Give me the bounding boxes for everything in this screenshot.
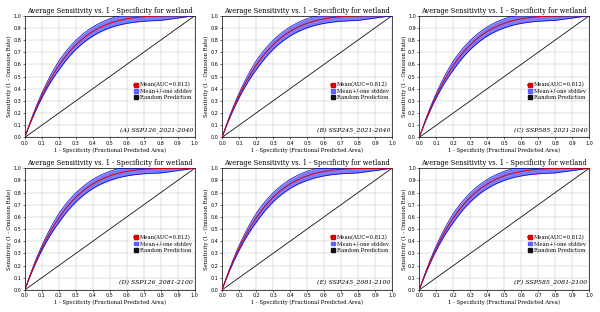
Text: (C) SSP585_2021-2040: (C) SSP585_2021-2040 bbox=[514, 127, 587, 133]
Title: Average Sensitivity vs. 1 - Specificity for wetland: Average Sensitivity vs. 1 - Specificity … bbox=[224, 159, 390, 168]
X-axis label: 1 - Specificity (Fractional Predicted Area): 1 - Specificity (Fractional Predicted Ar… bbox=[448, 147, 560, 153]
X-axis label: 1 - Specificity (Fractional Predicted Area): 1 - Specificity (Fractional Predicted Ar… bbox=[54, 300, 166, 305]
Y-axis label: Sensitivity (1 - Omission Rate): Sensitivity (1 - Omission Rate) bbox=[7, 188, 12, 270]
X-axis label: 1 - Specificity (Fractional Predicted Area): 1 - Specificity (Fractional Predicted Ar… bbox=[54, 147, 166, 153]
Y-axis label: Sensitivity (1 - Omission Rate): Sensitivity (1 - Omission Rate) bbox=[401, 36, 407, 117]
Y-axis label: Sensitivity (1 - Omission Rate): Sensitivity (1 - Omission Rate) bbox=[204, 36, 209, 117]
Title: Average Sensitivity vs. 1 - Specificity for wetland: Average Sensitivity vs. 1 - Specificity … bbox=[421, 159, 587, 168]
Legend: Mean(AUC=0.812), Mean+/-one stddev, Random Prediction: Mean(AUC=0.812), Mean+/-one stddev, Rand… bbox=[329, 233, 391, 255]
Text: (E) SSP245_2081-2100: (E) SSP245_2081-2100 bbox=[317, 279, 390, 285]
Title: Average Sensitivity vs. 1 - Specificity for wetland: Average Sensitivity vs. 1 - Specificity … bbox=[224, 7, 390, 15]
Title: Average Sensitivity vs. 1 - Specificity for wetland: Average Sensitivity vs. 1 - Specificity … bbox=[27, 7, 193, 15]
Text: (D) SSP126_2081-2100: (D) SSP126_2081-2100 bbox=[119, 279, 193, 285]
Legend: Mean(AUC=0.812), Mean+/-one stddev, Random Prediction: Mean(AUC=0.812), Mean+/-one stddev, Rand… bbox=[526, 233, 588, 255]
Y-axis label: Sensitivity (1 - Omission Rate): Sensitivity (1 - Omission Rate) bbox=[401, 188, 407, 270]
Y-axis label: Sensitivity (1 - Omission Rate): Sensitivity (1 - Omission Rate) bbox=[7, 36, 12, 117]
X-axis label: 1 - Specificity (Fractional Predicted Area): 1 - Specificity (Fractional Predicted Ar… bbox=[251, 300, 363, 305]
Title: Average Sensitivity vs. 1 - Specificity for wetland: Average Sensitivity vs. 1 - Specificity … bbox=[27, 159, 193, 168]
Text: (A) SSP126_2021-2040: (A) SSP126_2021-2040 bbox=[119, 127, 193, 133]
Text: (F) SSP585_2081-2100: (F) SSP585_2081-2100 bbox=[514, 279, 587, 285]
X-axis label: 1 - Specificity (Fractional Predicted Area): 1 - Specificity (Fractional Predicted Ar… bbox=[448, 300, 560, 305]
X-axis label: 1 - Specificity (Fractional Predicted Area): 1 - Specificity (Fractional Predicted Ar… bbox=[251, 147, 363, 153]
Legend: Mean(AUC=0.812), Mean+/-one stddev, Random Prediction: Mean(AUC=0.812), Mean+/-one stddev, Rand… bbox=[131, 233, 194, 255]
Title: Average Sensitivity vs. 1 - Specificity for wetland: Average Sensitivity vs. 1 - Specificity … bbox=[421, 7, 587, 15]
Legend: Mean(AUC=0.812), Mean+/-one stddev, Random Prediction: Mean(AUC=0.812), Mean+/-one stddev, Rand… bbox=[526, 80, 588, 102]
Y-axis label: Sensitivity (1 - Omission Rate): Sensitivity (1 - Omission Rate) bbox=[204, 188, 209, 270]
Legend: Mean(AUC=0.812), Mean+/-one stddev, Random Prediction: Mean(AUC=0.812), Mean+/-one stddev, Rand… bbox=[329, 80, 391, 102]
Legend: Mean(AUC=0.812), Mean+/-one stddev, Random Prediction: Mean(AUC=0.812), Mean+/-one stddev, Rand… bbox=[131, 80, 194, 102]
Text: (B) SSP245_2021-2040: (B) SSP245_2021-2040 bbox=[317, 127, 390, 133]
